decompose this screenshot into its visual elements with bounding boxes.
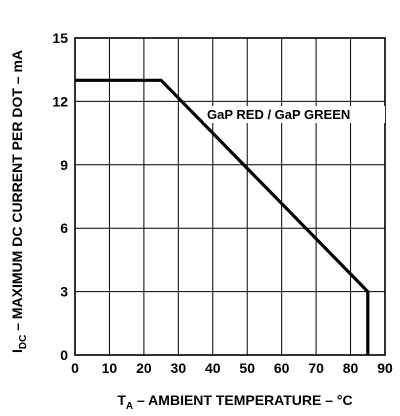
y-axis-label-rest: – MAXIMUM DC CURRENT PER DOT – mA (9, 50, 25, 335)
y-axis-label-sub: DC (18, 335, 29, 349)
x-tick-label: 0 (71, 360, 79, 376)
x-tick-label: 50 (239, 360, 255, 376)
x-axis-label-sub: A (126, 401, 133, 412)
plot-frame (74, 37, 386, 356)
y-tick-labels: 0 3 6 9 12 15 (52, 30, 68, 363)
x-tick-label: 40 (205, 360, 221, 376)
series-annotation: GaP RED / GaP GREEN (207, 107, 350, 122)
x-tick-label: 20 (136, 360, 152, 376)
x-axis-label: TA – AMBIENT TEMPERATURE – °C (117, 392, 352, 412)
y-tick-label: 3 (60, 284, 68, 300)
x-tick-label: 80 (343, 360, 359, 376)
y-tick-label: 12 (52, 93, 68, 109)
x-tick-label: 90 (377, 360, 393, 376)
derating-curve (75, 78, 370, 355)
y-axis-label: IDC – MAXIMUM DC CURRENT PER DOT – mA (9, 50, 29, 353)
y-tick-label: 6 (60, 220, 68, 236)
grid (74, 37, 386, 356)
x-tick-labels: 0 10 20 30 40 50 60 70 80 90 (71, 360, 393, 376)
x-axis-label-rest: – AMBIENT TEMPERATURE – °C (133, 392, 353, 408)
y-tick-label: 0 (60, 347, 68, 363)
x-tick-label: 30 (171, 360, 187, 376)
annotation-background (204, 106, 385, 123)
x-tick-label: 60 (274, 360, 290, 376)
x-tick-label: 70 (308, 360, 324, 376)
y-tick-label: 9 (60, 157, 68, 173)
y-tick-label: 15 (52, 30, 68, 46)
y-axis-label-main: I (9, 349, 25, 353)
x-tick-label: 10 (102, 360, 118, 376)
x-axis-label-main: T (117, 392, 126, 408)
